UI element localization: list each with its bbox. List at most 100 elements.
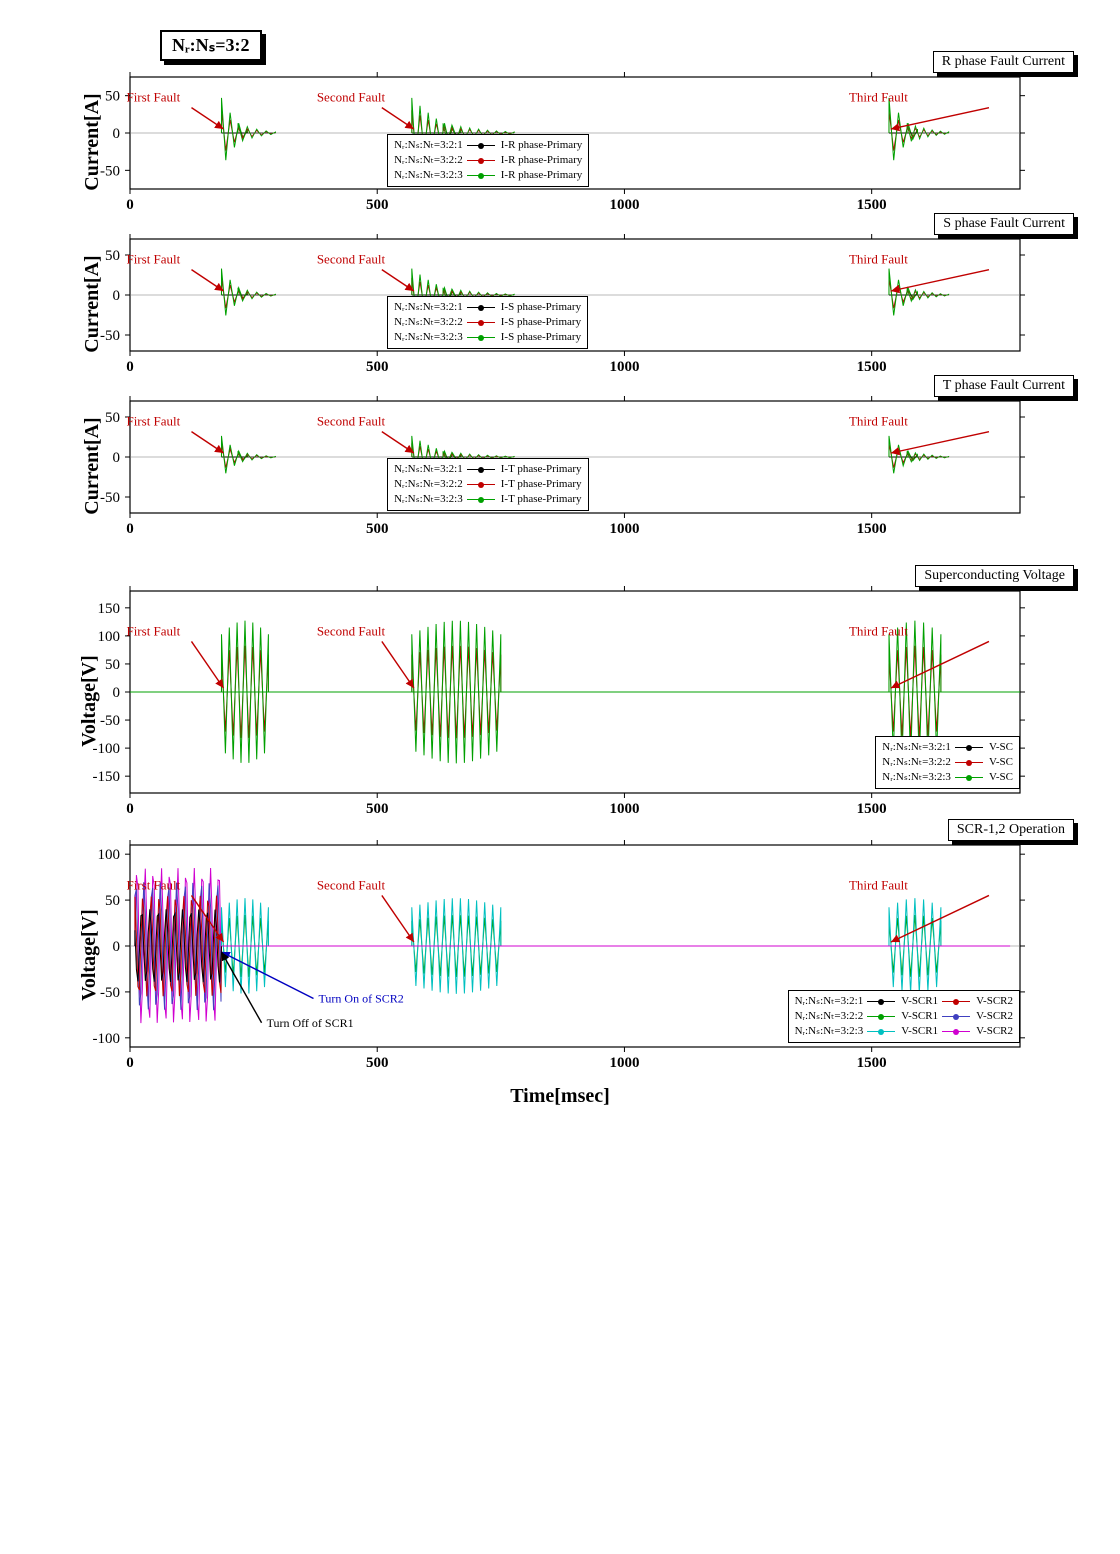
- svg-text:1000: 1000: [609, 801, 639, 817]
- svg-text:Third Fault: Third Fault: [849, 252, 908, 267]
- legend-ratio: Nᵣ:Nₛ:Nₜ=3:2:3: [882, 770, 951, 785]
- legend-label: I-S phase-Primary: [501, 315, 581, 330]
- legend-box: Nᵣ:Nₛ:Nₜ=3:2:1I-T phase-PrimaryNᵣ:Nₛ:Nₜ=…: [387, 458, 588, 511]
- y-axis-label: Current[A]: [81, 93, 104, 190]
- panel-title: R phase Fault Current: [933, 51, 1074, 73]
- svg-text:100: 100: [98, 847, 121, 863]
- legend-box: Nᵣ:Nₛ:Nₜ=3:2:1V-SCNᵣ:Nₛ:Nₜ=3:2:2V-SCNᵣ:N…: [875, 736, 1020, 789]
- svg-text:0: 0: [126, 1055, 134, 1071]
- legend-row: Nᵣ:Nₛ:Nₜ=3:2:3 I-T phase-Primary: [394, 492, 581, 507]
- panel-title: S phase Fault Current: [934, 213, 1074, 235]
- legend-ratio: Nᵣ:Nₛ:Nₜ=3:2:3: [394, 330, 463, 345]
- svg-text:Third Fault: Third Fault: [849, 414, 908, 429]
- svg-text:Turn Off of SCR1: Turn Off of SCR1: [267, 1016, 354, 1030]
- svg-text:50: 50: [105, 89, 120, 105]
- svg-text:50: 50: [105, 410, 120, 426]
- x-axis-label: Time[msec]: [40, 1085, 1080, 1108]
- svg-text:1000: 1000: [609, 1055, 639, 1071]
- legend-ratio: Nᵣ:Nₛ:Nₜ=3:2:1: [394, 138, 463, 153]
- ratio-title-box: Nᵣ:Nₛ=3:2: [160, 30, 262, 61]
- svg-text:0: 0: [113, 685, 121, 701]
- svg-text:Second Fault: Second Fault: [317, 877, 386, 892]
- legend-ratio: Nᵣ:Nₛ:Nₜ=3:2:1: [394, 300, 463, 315]
- y-axis-label: Current[A]: [81, 417, 104, 514]
- svg-text:1000: 1000: [609, 197, 639, 213]
- y-axis-label: Voltage[V]: [78, 655, 101, 746]
- svg-text:1500: 1500: [857, 521, 887, 537]
- legend-ratio: Nᵣ:Nₛ:Nₜ=3:2:2: [394, 315, 463, 330]
- legend-box: Nᵣ:Nₛ:Nₜ=3:2:1V-SCR1V-SCR2Nᵣ:Nₛ:Nₜ=3:2:2…: [788, 990, 1020, 1043]
- legend-label: V-SCR1: [901, 1024, 938, 1039]
- svg-text:Second Fault: Second Fault: [317, 90, 386, 105]
- legend-label: V-SC: [989, 755, 1013, 770]
- legend-ratio: Nᵣ:Nₛ:Nₜ=3:2:2: [394, 153, 463, 168]
- legend-row: Nᵣ:Nₛ:Nₜ=3:2:2 V-SC: [882, 755, 1013, 770]
- legend-label: I-S phase-Primary: [501, 300, 581, 315]
- svg-text:0: 0: [113, 939, 121, 955]
- chart-panel: T phase Fault CurrentCurrent[A]-50050050…: [40, 391, 1080, 541]
- legend-row: Nᵣ:Nₛ:Nₜ=3:2:2I-T phase-Primary: [394, 477, 581, 492]
- panel-title: T phase Fault Current: [934, 375, 1074, 397]
- legend-label: V-SCR1: [901, 1009, 938, 1024]
- legend-row: Nᵣ:Nₛ:Nₜ=3:2:1 V-SCR1 V-SCR2: [795, 994, 1013, 1009]
- legend-ratio: Nᵣ:Nₛ:Nₜ=3:2:3: [795, 1024, 864, 1039]
- legend-row: Nᵣ:Nₛ:Nₜ=3:2:2 I-R phase-Primary: [394, 153, 582, 168]
- svg-text:Turn On of SCR2: Turn On of SCR2: [319, 992, 404, 1006]
- panel-title: Superconducting Voltage: [915, 565, 1074, 587]
- ratio-title: Nᵣ:Nₛ=3:2: [172, 35, 250, 55]
- legend-box: Nᵣ:Nₛ:Nₜ=3:2:1I-S phase-PrimaryNᵣ:Nₛ:Nₜ=…: [387, 296, 588, 349]
- svg-text:0: 0: [113, 288, 121, 304]
- svg-text:500: 500: [366, 197, 389, 213]
- legend-ratio: Nᵣ:Nₛ:Nₜ=3:2:3: [394, 492, 463, 507]
- svg-text:0: 0: [126, 359, 134, 375]
- legend-label2: V-SCR2: [976, 994, 1013, 1009]
- legend-row: Nᵣ:Nₛ:Nₜ=3:2:3V-SC: [882, 770, 1013, 785]
- legend-ratio: Nᵣ:Nₛ:Nₜ=3:2:3: [394, 168, 463, 183]
- legend-row: Nᵣ:Nₛ:Nₜ=3:2:3V-SCR1V-SCR2: [795, 1024, 1013, 1039]
- svg-text:500: 500: [366, 359, 389, 375]
- svg-text:1500: 1500: [857, 359, 887, 375]
- legend-ratio: Nᵣ:Nₛ:Nₜ=3:2:1: [795, 994, 864, 1009]
- legend-label: I-R phase-Primary: [501, 153, 583, 168]
- legend-ratio: Nᵣ:Nₛ:Nₜ=3:2:1: [882, 740, 951, 755]
- svg-text:First Fault: First Fault: [126, 877, 180, 892]
- svg-text:1500: 1500: [857, 801, 887, 817]
- legend-row: Nᵣ:Nₛ:Nₜ=3:2:3 I-S phase-Primary: [394, 330, 581, 345]
- svg-text:Third Fault: Third Fault: [849, 90, 908, 105]
- svg-text:-50: -50: [100, 713, 120, 729]
- legend-row: Nᵣ:Nₛ:Nₜ=3:2:1V-SC: [882, 740, 1013, 755]
- svg-text:1500: 1500: [857, 197, 887, 213]
- legend-row: Nᵣ:Nₛ:Nₜ=3:2:1 I-S phase-Primary: [394, 300, 581, 315]
- svg-text:First Fault: First Fault: [126, 90, 180, 105]
- legend-label: V-SCR1: [901, 994, 938, 1009]
- svg-text:100: 100: [98, 629, 121, 645]
- svg-text:-100: -100: [93, 1031, 121, 1047]
- legend-row: Nᵣ:Nₛ:Nₜ=3:2:1 I-T phase-Primary: [394, 462, 581, 477]
- svg-text:50: 50: [105, 893, 120, 909]
- panel-title: SCR-1,2 Operation: [948, 819, 1074, 841]
- svg-text:0: 0: [113, 126, 121, 142]
- legend-row: Nᵣ:Nₛ:Nₜ=3:2:2 V-SCR1 V-SCR2: [795, 1009, 1013, 1024]
- svg-text:50: 50: [105, 248, 120, 264]
- svg-text:First Fault: First Fault: [126, 623, 180, 638]
- legend-label: I-R phase-Primary: [501, 168, 583, 183]
- legend-label: I-S phase-Primary: [501, 330, 581, 345]
- legend-label: I-T phase-Primary: [501, 477, 582, 492]
- legend-label: I-T phase-Primary: [501, 462, 582, 477]
- legend-ratio: Nᵣ:Nₛ:Nₜ=3:2:2: [882, 755, 951, 770]
- legend-label2: V-SCR2: [976, 1009, 1013, 1024]
- svg-text:0: 0: [113, 450, 121, 466]
- svg-text:Second Fault: Second Fault: [317, 252, 386, 267]
- chart-panel: Superconducting VoltageVoltage[V]-150-10…: [40, 581, 1080, 821]
- legend-label: I-T phase-Primary: [501, 492, 582, 507]
- svg-text:0: 0: [126, 801, 134, 817]
- svg-text:500: 500: [366, 1055, 389, 1071]
- legend-row: Nᵣ:Nₛ:Nₜ=3:2:3 I-R phase-Primary: [394, 168, 582, 183]
- svg-text:150: 150: [98, 601, 121, 617]
- svg-text:0: 0: [126, 197, 134, 213]
- svg-text:First Fault: First Fault: [126, 414, 180, 429]
- legend-ratio: Nᵣ:Nₛ:Nₜ=3:2:1: [394, 462, 463, 477]
- legend-ratio: Nᵣ:Nₛ:Nₜ=3:2:2: [795, 1009, 864, 1024]
- panels-container: R phase Fault CurrentCurrent[A]-50050050…: [40, 67, 1080, 1075]
- svg-text:First Fault: First Fault: [126, 252, 180, 267]
